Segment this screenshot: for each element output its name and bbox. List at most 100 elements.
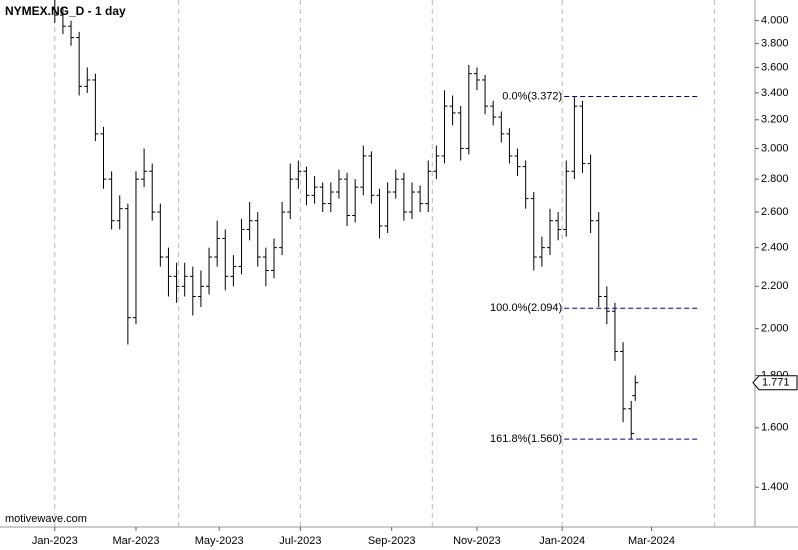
ohlc-bar	[303, 166, 310, 206]
ohlc-bar	[473, 67, 480, 91]
ohlc-bar	[465, 64, 472, 155]
ohlc-bar	[262, 247, 269, 287]
last-price-box	[752, 375, 798, 391]
ohlc-bar	[449, 95, 456, 126]
x-tick-label: Mar-2023	[112, 535, 159, 547]
x-tick-label: Sep-2023	[368, 535, 416, 547]
x-tick-label: Jul-2023	[279, 535, 321, 547]
ohlc-bar	[214, 220, 221, 267]
ohlc-bar	[319, 182, 326, 213]
ohlc-bar	[116, 195, 123, 230]
ohlc-bar	[100, 126, 107, 189]
ohlc-bar	[157, 203, 164, 267]
ohlc-bar	[530, 192, 537, 271]
y-tick-label: 1.600	[761, 422, 789, 434]
ohlc-bar	[620, 342, 627, 423]
x-tick-label: Jan-2024	[539, 535, 585, 547]
ohlc-bar	[254, 212, 261, 267]
ohlc-bar	[400, 172, 407, 221]
ohlc-bar	[246, 201, 253, 241]
ohlc-bar	[59, 7, 66, 35]
y-tick-label: 2.800	[761, 173, 789, 185]
ohlc-bar	[603, 286, 610, 325]
ohlc-bar	[124, 203, 131, 345]
y-tick-label: 2.200	[761, 280, 789, 292]
ohlc-bar	[498, 111, 505, 143]
ohlc-bar	[149, 163, 156, 221]
ohlc-bar	[238, 218, 245, 275]
y-tick-label: 2.400	[761, 242, 789, 254]
ohlc-bar	[206, 247, 213, 295]
ohlc-bar	[417, 185, 424, 213]
x-tick-label: Nov-2023	[453, 535, 501, 547]
ohlc-bar	[409, 182, 416, 219]
y-tick-label: 3.000	[761, 142, 789, 154]
y-tick-label: 3.400	[761, 87, 789, 99]
ohlc-bar	[76, 31, 83, 96]
ohlc-bar	[344, 172, 351, 226]
fib-label: 100.0%(2.094)	[490, 302, 562, 314]
fib-label: 161.8%(1.560)	[490, 433, 562, 445]
ohlc-bar	[482, 74, 489, 115]
ohlc-bar	[51, 0, 58, 23]
y-tick-label: 2.600	[761, 206, 789, 218]
ohlc-bar	[165, 247, 172, 297]
ohlc-bar	[563, 160, 570, 237]
ohlc-bar	[628, 400, 635, 440]
ohlc-bar	[490, 100, 497, 126]
ohlc-bar	[457, 106, 464, 161]
ohlc-bar	[68, 20, 75, 46]
ohlc-bar	[270, 238, 277, 279]
ohlc-bar	[335, 169, 342, 199]
watermark: motivewave.com	[5, 513, 87, 525]
ohlc-bar	[547, 208, 554, 256]
ohlc-bar	[514, 148, 521, 176]
x-tick-label: Mar-2024	[628, 535, 675, 547]
ohlc-bar	[522, 160, 529, 209]
ohlc-bar	[571, 96, 578, 180]
y-tick-label: 3.600	[761, 61, 789, 73]
ohlc-bar	[538, 236, 545, 267]
ohlc-bar	[632, 375, 639, 401]
ohlc-bar	[132, 171, 139, 325]
y-tick-label: 2.000	[761, 323, 789, 335]
fib-label: 0.0%(3.372)	[502, 90, 562, 102]
last-price-label: 1.771	[762, 377, 790, 389]
ohlc-bar	[287, 163, 294, 219]
ohlc-bar	[181, 262, 188, 297]
ohlc-bar	[279, 201, 286, 256]
ohlc-bar	[311, 175, 318, 204]
y-tick-label: 3.800	[761, 37, 789, 49]
ohlc-bar	[555, 212, 562, 241]
ohlc-bar	[384, 182, 391, 234]
chart-title: NYMEX.NG_D - 1 day	[5, 4, 126, 18]
ohlc-bar	[222, 229, 229, 291]
ohlc-bar	[595, 212, 602, 307]
ohlc-bar	[441, 90, 448, 164]
ohlc-bar	[433, 145, 440, 180]
ohlc-bar	[425, 160, 432, 213]
y-tick-label: 4.000	[761, 15, 789, 27]
ohlc-bar	[197, 270, 204, 307]
ohlc-bar	[506, 128, 513, 164]
ohlc-bar	[230, 255, 237, 287]
ohlc-bar	[376, 188, 383, 239]
ohlc-bar	[92, 73, 99, 142]
ohlc-bar	[352, 179, 359, 223]
x-tick-label: May-2023	[195, 535, 244, 547]
ohlc-bar	[141, 148, 148, 188]
ohlc-bar	[360, 145, 367, 196]
ohlc-bar	[579, 100, 586, 173]
y-tick-label: 1.400	[761, 481, 789, 493]
ohlc-bar	[368, 151, 375, 204]
ohlc-bar	[392, 169, 399, 199]
ohlc-bar	[327, 182, 334, 213]
ohlc-bar	[587, 154, 594, 234]
ohlc-bar	[611, 302, 618, 361]
ohlc-bar	[295, 160, 302, 189]
ohlc-bar	[173, 262, 180, 303]
y-tick-label: 3.200	[761, 114, 789, 126]
ohlc-bar	[189, 266, 196, 316]
